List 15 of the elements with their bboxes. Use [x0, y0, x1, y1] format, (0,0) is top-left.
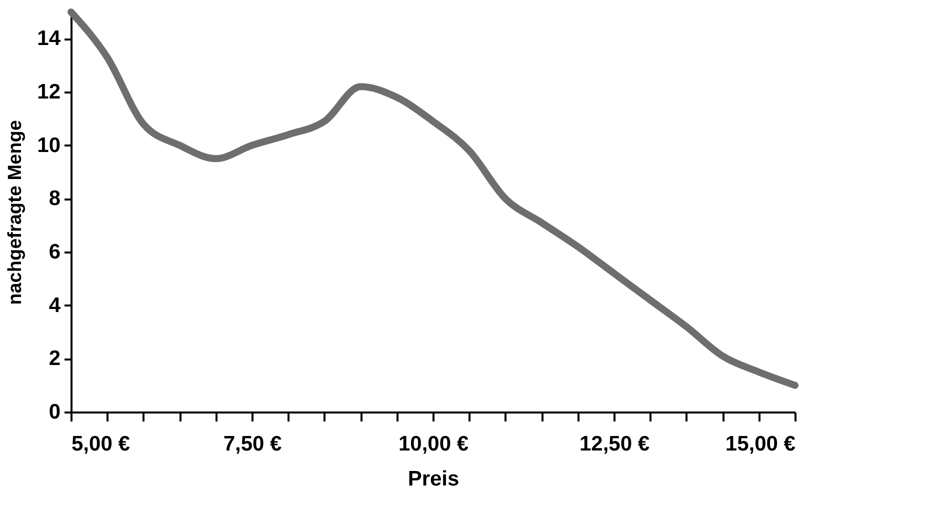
- y-tick-label: 8: [48, 187, 61, 210]
- x-tick-label: 12,50 €: [579, 432, 650, 456]
- y-axis-title: nachgefragte Menge: [5, 120, 26, 305]
- y-tick-label: 0: [48, 400, 60, 424]
- y-tick-label: 2: [48, 347, 60, 370]
- y-tick-label: 6: [48, 240, 60, 264]
- x-axis-title: Preis: [408, 468, 460, 490]
- x-tick-label: 5,00 €: [72, 432, 130, 456]
- y-tick-label: 10: [37, 134, 60, 157]
- x-tick-label: 10,00 €: [398, 432, 469, 456]
- y-tick-label: 4: [48, 294, 61, 317]
- y-tick-label: 14: [37, 27, 61, 50]
- y-tick-label: 12: [37, 80, 60, 104]
- x-tick-label: 7,50 €: [223, 432, 282, 456]
- x-tick-label: 15,00 €: [725, 432, 796, 456]
